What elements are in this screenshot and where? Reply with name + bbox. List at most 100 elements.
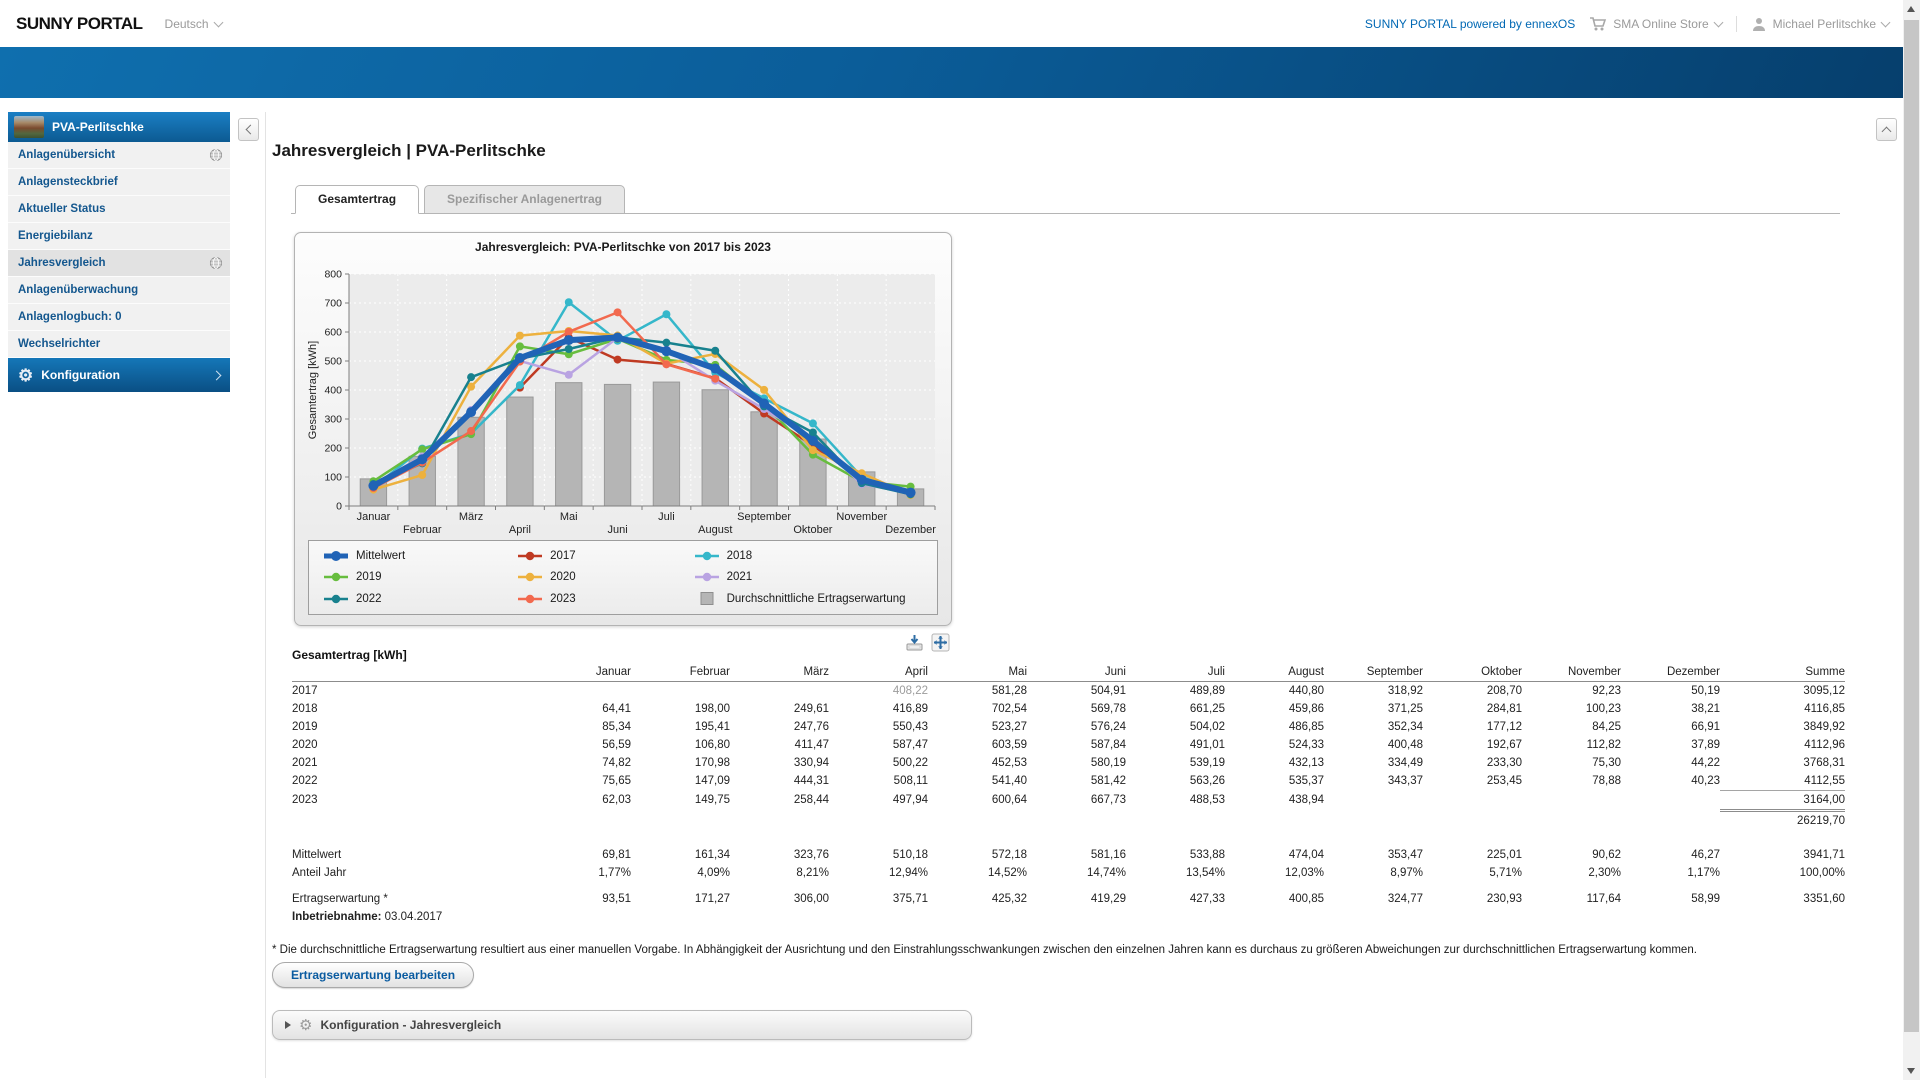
cell: 64,41 [532,700,631,718]
sidebar-collapse-button[interactable] [238,118,259,141]
point-Mittelwert-September [759,398,769,408]
cell: 438,94 [1225,791,1324,811]
point-Mittelwert-April [515,353,525,363]
tab-gesamtertrag[interactable]: Gesamtertrag [295,185,419,214]
sidebar-item-label: Energiebilanz [18,230,93,242]
point-Mittelwert-März [466,407,476,417]
cell: 4,09% [631,864,730,882]
cell [1126,811,1225,831]
point-2021-Mai [565,371,573,379]
sidebar-item-wechselrichter[interactable]: Wechselrichter [8,331,230,358]
bar-September [751,412,777,506]
cell: 56,59 [532,736,631,754]
cell: 419,29 [1027,890,1126,908]
legend-item-2023: 2023 [517,592,693,605]
cell: 161,34 [631,846,730,864]
sidebar: PVA-Perlitschke AnlagenübersichtAnlagens… [8,112,230,392]
cell: 474,04 [1225,846,1324,864]
language-selector[interactable]: Deutsch [165,17,222,31]
svg-text:Januar: Januar [357,511,391,523]
cell: 192,67 [1423,736,1522,754]
cell: 2023 [292,791,532,811]
cell: 400,85 [1225,890,1324,908]
sunny-portal-page: SUNNY PORTAL Deutsch SUNNY PORTAL powere… [0,0,1920,1080]
scrollbar-thumb[interactable] [1904,20,1919,1032]
cell [532,682,631,701]
user-menu[interactable]: Michael Perlitschke [1751,16,1889,32]
chart-title: Jahresvergleich: PVA-Perlitschke von 201… [295,240,951,254]
cell [1522,811,1621,831]
cell: 533,88 [1126,846,1225,864]
column-header: April [829,664,928,682]
legend-item-2021: 2021 [694,571,923,583]
cell: 581,42 [1027,772,1126,791]
sidebar-item-energiebilanz[interactable]: Energiebilanz [8,223,230,250]
cell: 100,23 [1522,700,1621,718]
svg-text:Gesamtertrag [kWh]: Gesamtertrag [kWh] [307,341,319,439]
legend-line-marker [517,550,543,562]
svg-text:Dezember: Dezember [885,524,936,536]
cell: 440,80 [1225,682,1324,701]
cell: 2019 [292,718,532,736]
cell: 14,74% [1027,864,1126,882]
sma-online-store-menu[interactable]: SMA Online Store [1589,16,1721,32]
caret-down-icon [213,17,223,27]
cell: 14,52% [928,864,1027,882]
column-header [292,664,532,682]
cell: 432,13 [1225,754,1324,772]
year-row-2018: 201864,41198,00249,61416,89702,54569,786… [292,700,1845,718]
cell: 85,34 [532,718,631,736]
legend-label: Mittelwert [356,550,405,562]
cell: 2018 [292,700,532,718]
cell: 3095,12 [1720,682,1845,701]
cell: 486,85 [1225,718,1324,736]
panel-collapse-button[interactable] [1876,118,1897,141]
legend-line-marker [517,571,543,583]
edit-expectation-button[interactable]: Ertragserwartung bearbeiten [272,962,474,988]
legend-label: 2022 [356,593,382,605]
cell: 93,51 [532,890,631,908]
cell: 2017 [292,682,532,701]
point-2019-April [516,342,524,350]
plant-header[interactable]: PVA-Perlitschke [8,112,230,142]
cell [1225,811,1324,831]
legend-line-marker [323,571,349,583]
point-Mittelwert-Mai [564,335,574,345]
cell: 2,30% [1522,864,1621,882]
sidebar-item-aktueller-status[interactable]: Aktueller Status [8,196,230,223]
caret-down-icon [1713,17,1723,27]
sidebar-item-anlagen-bersicht[interactable]: Anlagenübersicht [8,142,230,169]
content-left-border [265,112,266,1078]
cell: 427,33 [1126,890,1225,908]
point-2022-Juli [662,339,670,347]
cell: 46,27 [1621,846,1720,864]
sunny-portal-logo[interactable]: SUNNY PORTAL [16,14,143,34]
sidebar-item-anlagen-berwachung[interactable]: Anlagenüberwachung [8,277,230,304]
scroll-up-arrow[interactable] [1907,6,1915,12]
sidebar-item-jahresvergleich[interactable]: Jahresvergleich [8,250,230,277]
cell [1027,811,1126,831]
svg-text:November: November [836,511,887,523]
cell: 569,78 [1027,700,1126,718]
sidebar-item-anlagenlogbuch-0[interactable]: Anlagenlogbuch: 0 [8,304,230,331]
sidebar-item-anlagensteckbrief[interactable]: Anlagensteckbrief [8,169,230,196]
svg-text:600: 600 [324,327,342,339]
scroll-down-arrow[interactable] [1907,1068,1915,1074]
cell: 334,49 [1324,754,1423,772]
language-label: Deutsch [165,17,209,31]
column-header: September [1324,664,1423,682]
year-row-2022: 202275,65147,09444,31508,11541,40581,425… [292,772,1845,791]
cell: 667,73 [1027,791,1126,811]
powered-by-ennexos-link[interactable]: SUNNY PORTAL powered by ennexOS [1365,17,1575,31]
cell: 4116,85 [1720,700,1845,718]
cell: 425,32 [928,890,1027,908]
point-2018-Mai [565,298,573,306]
config-panel-toggle[interactable]: ⚙ Konfiguration - Jahresvergleich [272,1010,972,1040]
tab-spezifischer-anlagenertrag[interactable]: Spezifischer Anlagenertrag [424,185,625,214]
sidebar-item-konfiguration[interactable]: ⚙ Konfiguration [8,358,230,392]
svg-text:Juni: Juni [607,524,627,536]
page-scrollbar[interactable] [1903,0,1920,1080]
cell: 2021 [292,754,532,772]
point-2023-August [711,375,719,383]
svg-text:500: 500 [324,356,342,368]
